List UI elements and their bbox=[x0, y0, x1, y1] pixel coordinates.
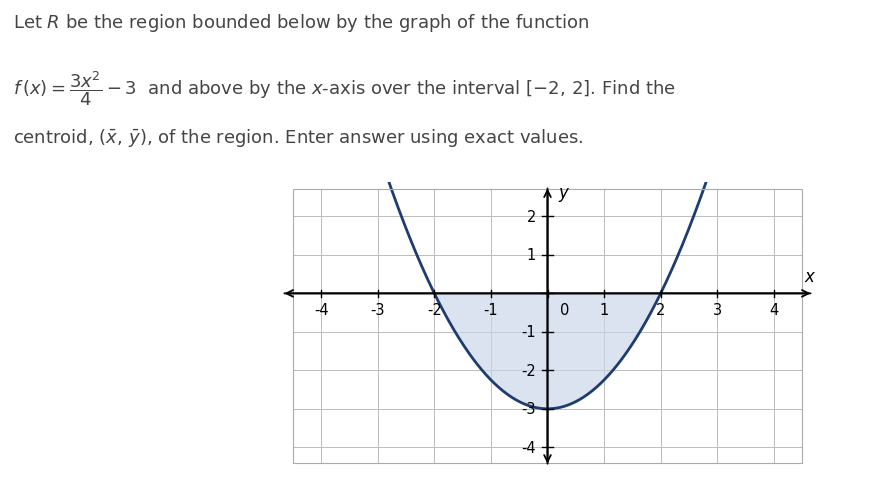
Text: $y$: $y$ bbox=[558, 185, 570, 204]
Text: -1: -1 bbox=[484, 302, 498, 317]
Text: 1: 1 bbox=[599, 302, 609, 317]
Text: -3: -3 bbox=[522, 401, 536, 417]
Text: 0: 0 bbox=[560, 302, 569, 317]
Text: $x$: $x$ bbox=[804, 267, 816, 285]
Text: -2: -2 bbox=[521, 363, 536, 378]
Text: 2: 2 bbox=[656, 302, 666, 317]
Text: 4: 4 bbox=[769, 302, 779, 317]
Text: -1: -1 bbox=[521, 324, 536, 340]
Text: -4: -4 bbox=[314, 302, 328, 317]
Text: 1: 1 bbox=[527, 248, 536, 263]
Text: 3: 3 bbox=[713, 302, 722, 317]
Text: 2: 2 bbox=[526, 209, 536, 225]
Text: Let $R$ be the region bounded below by the graph of the function: Let $R$ be the region bounded below by t… bbox=[13, 12, 590, 34]
Text: -3: -3 bbox=[371, 302, 385, 317]
Text: -2: -2 bbox=[427, 302, 442, 317]
Text: $f\,(x) = \dfrac{3x^2}{4} - 3$  and above by the $x$-axis over the interval $[-2: $f\,(x) = \dfrac{3x^2}{4} - 3$ and above… bbox=[13, 70, 676, 108]
Text: centroid, $(\bar{x},\,\bar{y})$, of the region. Enter answer using exact values.: centroid, $(\bar{x},\,\bar{y})$, of the … bbox=[13, 127, 583, 149]
Text: -4: -4 bbox=[521, 440, 536, 455]
